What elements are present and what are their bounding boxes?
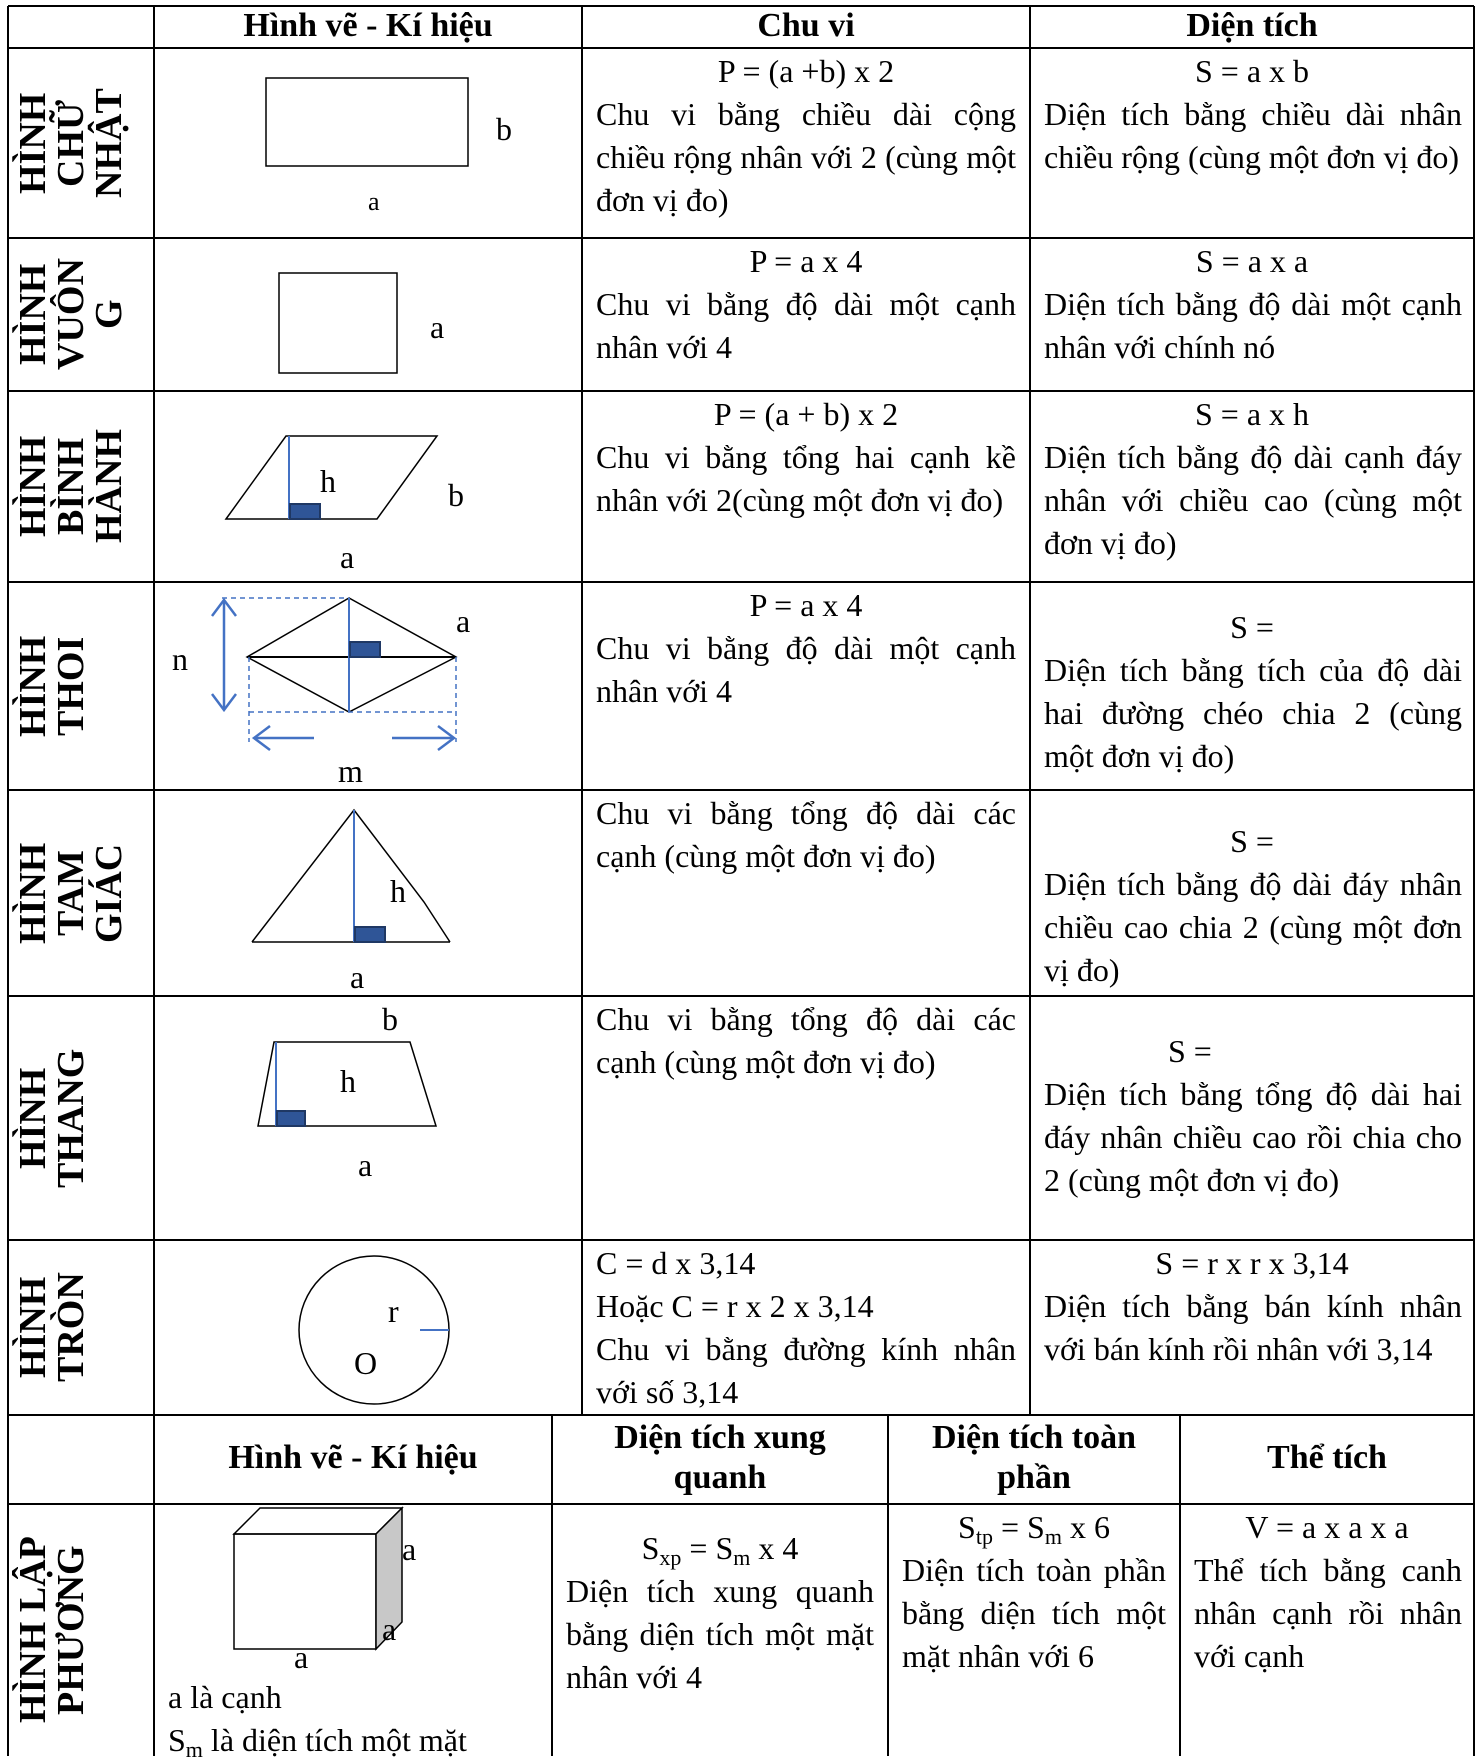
header2-figure: Hình vẽ - Kí hiệu bbox=[228, 1439, 478, 1476]
rhombus-figure bbox=[211, 597, 458, 751]
cube-note-edge: a là cạnh bbox=[168, 1679, 282, 1715]
cube-lateral-formula: Sxp = Sm x 4 bbox=[641, 1530, 799, 1570]
parallelogram-label-h: h bbox=[320, 463, 336, 499]
header2-lateral-area: Diện tích xung quanh bbox=[614, 1419, 826, 1496]
parallelogram-label-a: a bbox=[340, 539, 355, 575]
circle-perimeter-line-2: Hoặc C = r x 2 x 3,14 bbox=[596, 1288, 874, 1324]
rhombus-label-m: m bbox=[338, 753, 363, 789]
trapezoid-perimeter-text: Chu vi bằng tổng độ dài các cạnh (cùng m… bbox=[596, 1001, 1016, 1080]
trapezoid-area-text: Diện tích bằng tổng độ dài hai đáy nhân … bbox=[1044, 1076, 1462, 1198]
rhombus-perimeter-formula: P = a x 4 bbox=[749, 587, 863, 623]
parallelogram-area-formula: S = a x h bbox=[1194, 396, 1310, 432]
square-label-a: a bbox=[430, 309, 445, 345]
triangle-label-h: h bbox=[390, 873, 406, 909]
parallelogram-area-text: Diện tích bằng độ dài cạnh đáy nhân với … bbox=[1044, 439, 1462, 561]
rectangle-label-b: b bbox=[496, 111, 512, 147]
header2-volume: Thể tích bbox=[1267, 1439, 1387, 1476]
circle-label-r: r bbox=[388, 1293, 399, 1329]
square-perimeter-formula: P = a x 4 bbox=[749, 243, 863, 279]
trapezoid-area-formula: S = bbox=[1168, 1033, 1212, 1069]
shape-name-rectangle: HÌNH CHỮ NHẬT bbox=[12, 88, 130, 198]
circle-perimeter-text: Chu vi bằng đường kính nhân với số 3,14 bbox=[596, 1331, 1016, 1410]
shape-name-circle: HÌNH TRÒN bbox=[12, 1272, 92, 1383]
rhombus-label-a: a bbox=[456, 603, 471, 639]
shape-name-rhombus: HÌNH THOI bbox=[12, 635, 92, 737]
circle-area-text: Diện tích bằng bán kính nhân với bán kín… bbox=[1044, 1288, 1462, 1367]
trapezoid-figure bbox=[257, 1041, 438, 1127]
rhombus-perimeter-text: Chu vi bằng độ dài một cạnh nhân với 4 bbox=[596, 630, 1016, 709]
parallelogram-figure bbox=[224, 435, 439, 520]
rectangle-label-a: a bbox=[368, 187, 380, 216]
shape-name-trapezoid: HÌNH THANG bbox=[12, 1048, 92, 1188]
header-perimeter: Chu vi bbox=[757, 7, 855, 44]
shape-name-triangle: HÌNH TAM GIÁC bbox=[12, 842, 130, 944]
parallelogram-perimeter-formula: P = (a + b) x 2 bbox=[713, 396, 899, 432]
header2-total-area: Diện tích toàn phần bbox=[932, 1419, 1136, 1496]
square-perimeter-text: Chu vi bằng độ dài một cạnh nhân với 4 bbox=[596, 286, 1016, 365]
cube-lateral-text: Diện tích xung quanh bằng diện tích một … bbox=[566, 1573, 874, 1695]
rhombus-area-formula: S = bbox=[1230, 609, 1274, 645]
cube-total-text: Diện tích toàn phần bằng diện tích một m… bbox=[902, 1552, 1166, 1674]
shape-name-square: HÌNH VUÔN G bbox=[12, 258, 130, 371]
cube-volume-formula: V = a x a x a bbox=[1245, 1509, 1409, 1545]
rectangle-area-formula: S = a x b bbox=[1194, 53, 1310, 89]
cube-volume-text: Thể tích bằng canh nhân cạnh rồi nhân vớ… bbox=[1194, 1552, 1462, 1674]
trapezoid-label-a: a bbox=[358, 1147, 373, 1183]
parallelogram-label-b: b bbox=[448, 477, 464, 513]
cube-label-a-1: a bbox=[402, 1531, 417, 1567]
square-area-text: Diện tích bằng độ dài một cạnh nhân với … bbox=[1044, 286, 1462, 365]
triangle-label-a: a bbox=[350, 959, 365, 995]
cube-note-face-area: Sm là diện tích một mặt bbox=[168, 1722, 467, 1762]
circle-figure bbox=[298, 1255, 450, 1405]
trapezoid-label-b: b bbox=[382, 1001, 398, 1037]
cube-figure bbox=[232, 1506, 404, 1651]
rectangle-area-text: Diện tích bằng chiều dài nhân chiều rộng… bbox=[1044, 96, 1462, 175]
square-area-formula: S = a x a bbox=[1195, 243, 1309, 279]
shape-name-cube: HÌNH LẬP PHƯƠNG bbox=[12, 1536, 92, 1724]
cube-total-formula: Stp = Sm x 6 bbox=[958, 1509, 1110, 1549]
triangle-area-text: Diện tích bằng độ dài đáy nhân chiều cao… bbox=[1044, 866, 1462, 988]
cube-label-a-2: a bbox=[382, 1611, 397, 1647]
rhombus-label-n: n bbox=[172, 641, 188, 677]
rhombus-area-text: Diện tích bằng tích của độ dài hai đường… bbox=[1044, 652, 1462, 774]
triangle-figure bbox=[251, 808, 451, 943]
circle-perimeter-line-1: C = d x 3,14 bbox=[596, 1245, 756, 1281]
circle-label-o: O bbox=[354, 1345, 378, 1381]
rectangle-figure bbox=[265, 77, 469, 167]
parallelogram-perimeter-text: Chu vi bằng tổng hai cạnh kề nhân với 2(… bbox=[596, 439, 1016, 518]
circle-area-formula: S = r x r x 3,14 bbox=[1155, 1245, 1349, 1281]
cube-label-a-3: a bbox=[294, 1639, 309, 1675]
triangle-area-formula: S = bbox=[1230, 823, 1274, 859]
square-figure bbox=[278, 272, 398, 374]
shape-name-parallelogram: HÌNH BÌNH HÀNH bbox=[12, 429, 130, 544]
rectangle-perimeter-text: Chu vi bằng chiều dài cộng chiều rộng nh… bbox=[596, 96, 1016, 218]
triangle-perimeter-text: Chu vi bằng tổng độ dài các cạnh (cùng m… bbox=[596, 795, 1016, 874]
header-figure: Hình vẽ - Kí hiệu bbox=[243, 7, 493, 44]
rectangle-perimeter-formula: P = (a +b) x 2 bbox=[717, 53, 895, 89]
trapezoid-label-h: h bbox=[340, 1063, 356, 1099]
header-area: Diện tích bbox=[1186, 7, 1318, 44]
